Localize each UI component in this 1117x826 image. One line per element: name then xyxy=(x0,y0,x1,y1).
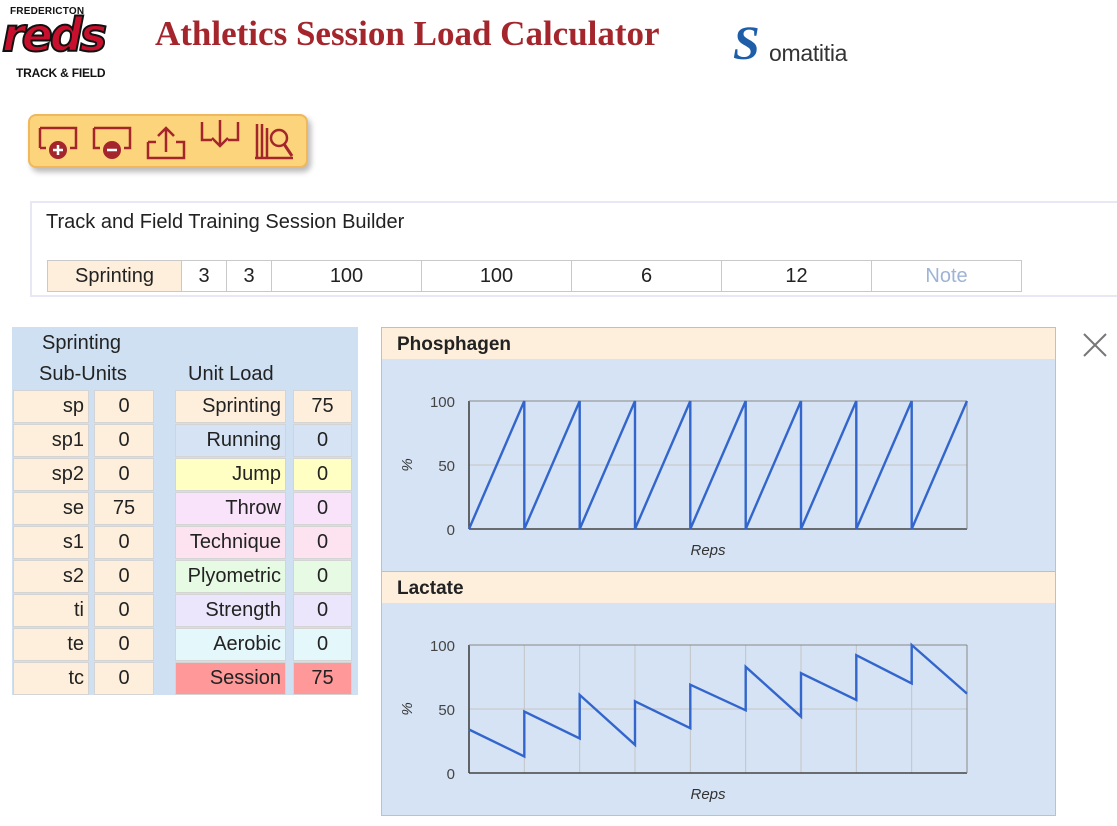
subunit-name: sp xyxy=(13,390,89,423)
lactate-title: Lactate xyxy=(382,572,1055,603)
unitload-name: Throw xyxy=(175,492,286,525)
subunit-name: sp1 xyxy=(13,424,89,457)
builder-title: Track and Field Training Session Builder xyxy=(46,211,405,233)
rest-reps-field[interactable]: 6 xyxy=(571,260,722,292)
y-axis-label: % xyxy=(399,702,416,715)
subunit-value[interactable]: 0 xyxy=(94,594,154,627)
y-tick-label: 0 xyxy=(447,766,455,783)
unitload-value: 0 xyxy=(293,594,352,627)
sets-field[interactable]: 3 xyxy=(181,260,227,292)
brand-initial: S xyxy=(733,17,760,70)
subunit-value[interactable]: 0 xyxy=(94,628,154,661)
logo-top-text: FREDERICTON xyxy=(10,6,85,17)
close-icon[interactable] xyxy=(1080,330,1110,360)
y-tick-label: 50 xyxy=(438,458,455,475)
subunit-value[interactable]: 0 xyxy=(94,390,154,423)
brand-logo: S omatitia xyxy=(733,20,863,70)
add-icon[interactable] xyxy=(36,118,80,162)
subunit-value[interactable]: 0 xyxy=(94,662,154,695)
subunit-name: se xyxy=(13,492,89,525)
unitload-value: 0 xyxy=(293,458,352,491)
reps-field[interactable]: 3 xyxy=(226,260,272,292)
unitload-name: Strength xyxy=(175,594,286,627)
subunit-value[interactable]: 0 xyxy=(94,526,154,559)
unitload-name: Aerobic xyxy=(175,628,286,661)
unitload-name: Session xyxy=(175,662,286,695)
unitload-value: 0 xyxy=(293,628,352,661)
x-axis-label: Reps xyxy=(690,786,726,803)
club-logo: FREDERICTON reds TRACK & FIELD xyxy=(1,4,117,80)
logo-main-text: reds xyxy=(1,8,108,62)
phosphagen-title: Phosphagen xyxy=(382,328,1055,359)
remove-icon[interactable] xyxy=(90,118,134,162)
unitload-value: 75 xyxy=(293,662,352,695)
series-line xyxy=(468,642,968,759)
note-field[interactable]: Note xyxy=(871,260,1022,292)
y-axis-label: % xyxy=(399,458,416,471)
unitload-value: 75 xyxy=(293,390,352,423)
subunit-name: ti xyxy=(13,594,89,627)
subunit-name: sp2 xyxy=(13,458,89,491)
unitload-name: Technique xyxy=(175,526,286,559)
unitload-value: 0 xyxy=(293,526,352,559)
unitload-value: 0 xyxy=(293,424,352,457)
intensity-field[interactable]: 100 xyxy=(421,260,572,292)
brand-name: omatitia xyxy=(769,40,848,66)
unitload-name: Sprinting xyxy=(175,390,286,423)
subunit-value[interactable]: 0 xyxy=(94,424,154,457)
subunit-name: s2 xyxy=(13,560,89,593)
subunit-name: tc xyxy=(13,662,89,695)
phosphagen-panel: Phosphagen 0 50 100 Reps% xyxy=(381,327,1056,572)
logo-bottom-text: TRACK & FIELD xyxy=(16,66,106,80)
download-icon[interactable] xyxy=(198,118,242,162)
distance-field[interactable]: 100 xyxy=(271,260,422,292)
y-tick-label: 50 xyxy=(438,702,455,719)
upload-icon[interactable] xyxy=(144,118,188,162)
lactate-panel: Lactate 0 50 100 Reps% xyxy=(381,571,1056,816)
unitload-name: Plyometric xyxy=(175,560,286,593)
x-axis-label: Reps xyxy=(690,542,726,559)
toolbar xyxy=(28,114,308,168)
subunits-title: Sprinting xyxy=(42,332,121,354)
unitload-value: 0 xyxy=(293,560,352,593)
lactate-chart: 0 50 100 Reps% xyxy=(399,638,968,803)
y-tick-label: 100 xyxy=(430,638,455,655)
unitload-name: Running xyxy=(175,424,286,457)
unitload-value: 0 xyxy=(293,492,352,525)
library-search-icon[interactable] xyxy=(252,118,296,162)
subunit-name: s1 xyxy=(13,526,89,559)
session-builder-panel: Track and Field Training Session Builder… xyxy=(30,201,1117,297)
subunit-value[interactable]: 75 xyxy=(94,492,154,525)
unitload-name: Jump xyxy=(175,458,286,491)
rest-sets-field[interactable]: 12 xyxy=(721,260,872,292)
y-tick-label: 100 xyxy=(430,394,455,411)
y-tick-label: 0 xyxy=(447,522,455,539)
subunit-value[interactable]: 0 xyxy=(94,458,154,491)
subunit-name: te xyxy=(13,628,89,661)
unit-load-title: Unit Load xyxy=(188,363,274,385)
subunits-subtitle: Sub-Units xyxy=(39,363,127,385)
activity-select[interactable]: Sprinting xyxy=(47,260,182,292)
subunit-value[interactable]: 0 xyxy=(94,560,154,593)
page-title: Athletics Session Load Calculator xyxy=(155,14,660,53)
phosphagen-chart: 0 50 100 Reps% xyxy=(399,394,969,559)
series-line xyxy=(467,400,969,530)
